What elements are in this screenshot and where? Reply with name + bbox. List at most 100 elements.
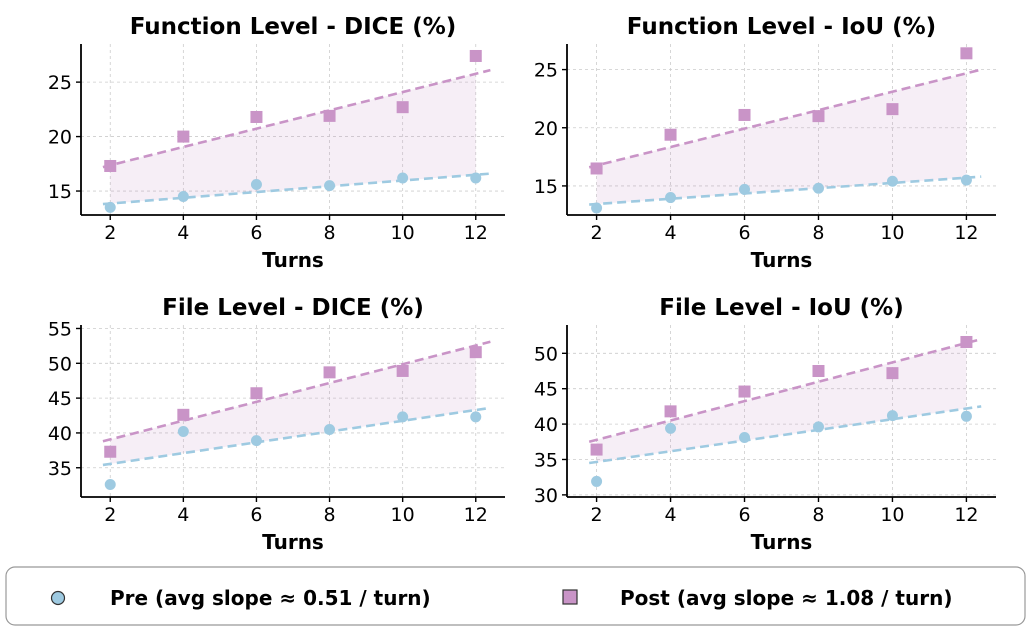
post-point	[664, 405, 677, 418]
post-point	[104, 159, 117, 172]
pre-point	[470, 172, 482, 184]
gap-fill-area	[596, 343, 967, 462]
x-tick-label: 2	[591, 222, 603, 244]
x-axis-label: Turns	[262, 248, 324, 272]
y-tick-label: 35	[48, 458, 72, 480]
x-tick-label: 4	[177, 222, 189, 244]
y-tick-label: 45	[534, 379, 558, 401]
post-point	[960, 47, 973, 60]
pre-point	[177, 426, 189, 438]
x-tick-label: 4	[177, 504, 189, 526]
x-axis-label: Turns	[751, 530, 813, 554]
x-tick-label: 2	[104, 504, 116, 526]
x-tick-label: 4	[665, 222, 677, 244]
y-tick-label: 15	[48, 181, 72, 203]
post-point	[104, 445, 117, 458]
post-point	[396, 364, 409, 377]
x-tick-label: 12	[954, 504, 978, 526]
chart-title: File Level - IoU (%)	[659, 295, 904, 321]
pre-point	[104, 201, 116, 213]
pre-point	[591, 475, 603, 487]
x-tick-label: 12	[464, 222, 488, 244]
x-tick-label: 6	[250, 504, 262, 526]
legend-pre-marker	[50, 590, 66, 606]
post-point	[323, 366, 336, 379]
pre-point	[397, 411, 409, 423]
x-tick-label: 6	[738, 504, 750, 526]
y-tick-label: 50	[534, 343, 558, 365]
chart-file-iou: 2 4 6 8 10 12 30 35 40 45 50 File Level - IoU (%) Tu…	[534, 295, 996, 554]
y-tick-label: 45	[48, 388, 72, 410]
post-point	[812, 110, 825, 123]
post-point	[738, 108, 751, 121]
x-tick-label: 4	[665, 504, 677, 526]
post-point	[250, 387, 263, 400]
y-tick-label: 40	[534, 414, 558, 436]
post-trend-line	[588, 337, 982, 444]
pre-trend-line	[589, 405, 982, 465]
y-tick-label: 50	[48, 353, 72, 375]
post-point	[469, 346, 482, 359]
legend-pre-label: Pre (avg slope ≈ 0.51 / turn)	[110, 586, 431, 610]
pre-point	[812, 421, 824, 433]
post-trend-line	[588, 68, 982, 169]
pre-trend-line	[102, 172, 491, 206]
pre-point	[250, 179, 262, 191]
pre-trend-line	[102, 406, 491, 467]
pre-point	[665, 192, 677, 204]
post-point	[664, 128, 677, 141]
chart-function-dice: 2 4 6 8 10 12 15 20 25 Function Level - DICE (%) T…	[48, 14, 505, 272]
y-tick-label: 20	[48, 127, 72, 149]
post-point	[590, 443, 603, 456]
pre-point	[177, 190, 189, 202]
post-point	[396, 101, 409, 114]
chart-file-dice: 2 4 6 8 10 12 35 40 45 50 55 File Level - DICE (%) T…	[48, 295, 505, 554]
y-tick-label: 15	[534, 176, 558, 198]
y-tick-label: 40	[48, 423, 72, 445]
post-point	[590, 162, 603, 175]
pre-point	[812, 182, 824, 194]
pre-point	[665, 422, 677, 434]
pre-point	[739, 183, 751, 195]
x-tick-label: 2	[591, 504, 603, 526]
y-tick-label: 30	[534, 485, 558, 507]
gridlines	[81, 325, 505, 497]
x-tick-label: 6	[250, 222, 262, 244]
legend: Pre (avg slope ≈ 0.51 / turn) Post (avg s…	[5, 566, 1026, 626]
legend-post-marker	[562, 589, 578, 605]
pre-point	[104, 478, 116, 490]
post-point	[250, 110, 263, 123]
pre-point	[886, 175, 898, 187]
pre-point	[397, 172, 409, 184]
x-tick-label: 10	[391, 504, 415, 526]
x-tick-label: 10	[880, 504, 904, 526]
x-tick-label: 2	[104, 222, 116, 244]
y-tick-label: 55	[48, 318, 72, 340]
legend-post-label: Post (avg slope ≈ 1.08 / turn)	[620, 586, 952, 610]
x-tick-label: 12	[954, 222, 978, 244]
y-tick-label: 35	[534, 449, 558, 471]
post-point	[469, 49, 482, 62]
panels: 2 4 6 8 10 12 15 20 25 Function Level - DICE (%) T…	[48, 14, 996, 554]
pre-point	[739, 432, 751, 444]
chart-title: Function Level - IoU (%)	[627, 14, 936, 40]
pre-point	[591, 202, 603, 214]
x-tick-label: 8	[324, 222, 336, 244]
y-tick-label: 25	[48, 72, 72, 94]
gap-fill-area	[596, 73, 967, 205]
chart-title: Function Level - DICE (%)	[130, 14, 457, 40]
pre-point	[324, 180, 336, 192]
gap-fill-area	[110, 345, 476, 464]
x-tick-label: 12	[464, 504, 488, 526]
post-point	[886, 367, 899, 380]
x-axis-label: Turns	[262, 530, 324, 554]
pre-point	[960, 174, 972, 186]
chart-function-iou: 2 4 6 8 10 12 15 20 25 Function Level - IoU (%) Tu…	[534, 14, 996, 272]
post-point	[738, 385, 751, 398]
gap-fill-area	[110, 73, 476, 204]
chart-title: File Level - DICE (%)	[162, 295, 424, 321]
post-point	[960, 335, 973, 348]
post-point	[323, 109, 336, 122]
post-point	[812, 365, 825, 378]
